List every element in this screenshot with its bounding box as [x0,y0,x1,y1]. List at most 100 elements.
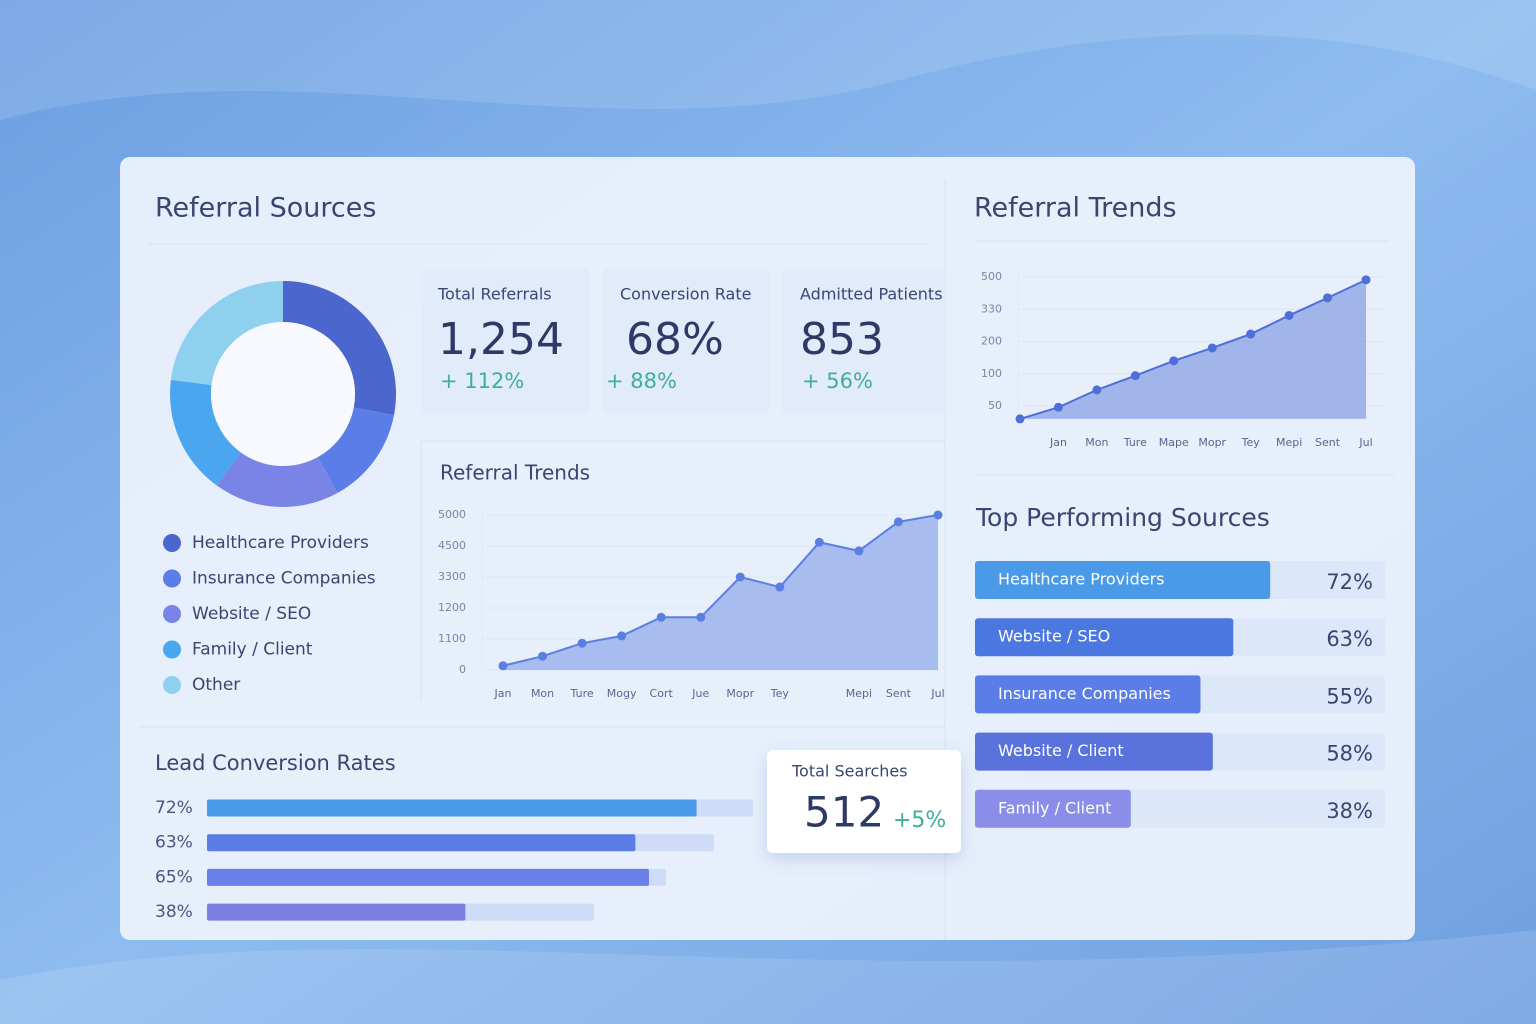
point [1053,402,1063,412]
point [893,517,903,527]
legend-swatch [163,569,181,588]
legend-label: Healthcare Providers [192,533,369,553]
bar-category: Website / SEO [998,627,1110,646]
kpi-change: + 56% [802,369,873,393]
legend-label: Insurance Companies [192,569,376,589]
y-tick-label: 5000 [438,508,466,521]
point [577,638,587,648]
kpi-card [421,268,591,415]
point [1246,329,1256,339]
point [1284,310,1294,320]
y-tick-label: 200 [981,335,1002,348]
kpi-value: 853 [800,314,884,365]
bar-category: Healthcare Providers [998,570,1165,589]
point [538,651,548,661]
y-tick-label: 1100 [438,632,466,645]
point [1169,356,1179,366]
section-title: Top Performing Sources [975,503,1270,532]
kpi-value: 1,254 [438,314,564,365]
x-tick-label: Tey [770,687,790,700]
legend-swatch [163,534,181,552]
wave [0,930,1536,1024]
donut-segment [169,379,241,486]
bar-value: 38% [1326,799,1373,823]
bar-value: 55% [1326,684,1373,708]
x-tick-label: Jan [1049,436,1067,449]
wave [0,0,1536,120]
kpi-card [781,268,946,415]
bar-value: 63% [1326,627,1373,651]
x-tick-label: Sent [1315,436,1341,449]
x-tick-label: Ture [570,687,594,700]
y-tick-label: 500 [981,270,1002,283]
x-tick-label: Mepi [1276,436,1302,449]
point [933,510,943,520]
section-title: Referral Sources [155,193,376,224]
searches-value: 512 [804,788,884,837]
y-tick-label: 330 [981,302,1002,315]
y-tick-label: 1200 [438,601,466,614]
legend-label: Website / SEO [192,604,311,624]
bar [975,618,1234,657]
kpi-label: Admitted Patients [800,285,943,304]
point [854,546,864,556]
point [1361,275,1371,285]
donut-hole [211,322,355,466]
chart-title: Referral Trends [440,461,590,485]
bar [207,799,697,817]
point [1323,293,1333,303]
point [1207,343,1217,353]
y-tick-label: 4500 [438,539,466,552]
y-tick-label: 100 [981,367,1002,380]
bar-label: 72% [155,798,193,818]
bar [975,789,1131,828]
area [503,515,938,670]
point [1015,414,1025,424]
y-tick-label: 0 [459,663,466,676]
x-tick-label: Mopr [726,687,754,700]
bar-label: 38% [155,902,193,922]
x-tick-label: Ture [1123,436,1147,449]
point [656,612,666,622]
x-tick-label: Mopr [1198,436,1226,449]
bar [207,834,636,852]
kpi-value: 68% [626,314,724,365]
kpi-label: Conversion Rate [620,285,751,304]
donut-segment [283,281,397,416]
point [814,537,824,547]
kpi-card [602,268,770,415]
y-tick-label: 3300 [438,570,466,583]
bar [975,732,1213,771]
kpi-change: + 112% [440,369,524,393]
x-tick-label: Jul [1358,436,1372,449]
donut-segment [216,452,338,507]
bar [975,561,1271,599]
bar-label: 65% [155,867,193,887]
searches-change: +5% [893,808,946,833]
bar-category: Insurance Companies [998,684,1171,703]
bar-value: 58% [1326,742,1373,766]
kpi-label: Total Referrals [437,285,552,304]
section-title: Referral Trends [974,193,1177,224]
legend-swatch [163,640,181,659]
point [735,572,745,582]
point [1092,385,1102,395]
bar [207,903,466,921]
point [617,631,627,641]
donut-segment [317,407,394,494]
x-tick-label: Mon [1085,436,1108,449]
bar [975,675,1201,714]
legend-label: Family / Client [192,640,313,660]
donut-segment [170,281,283,385]
x-tick-label: Mape [1159,436,1189,449]
bar-category: Family / Client [998,798,1111,817]
y-tick-label: 50 [988,399,1002,412]
x-tick-label: Mon [531,687,554,700]
searches-label: Total Searches [791,762,908,781]
point [498,661,508,671]
point [775,582,785,592]
point [696,612,706,622]
line [502,514,939,667]
x-tick-label: Jan [494,687,512,700]
